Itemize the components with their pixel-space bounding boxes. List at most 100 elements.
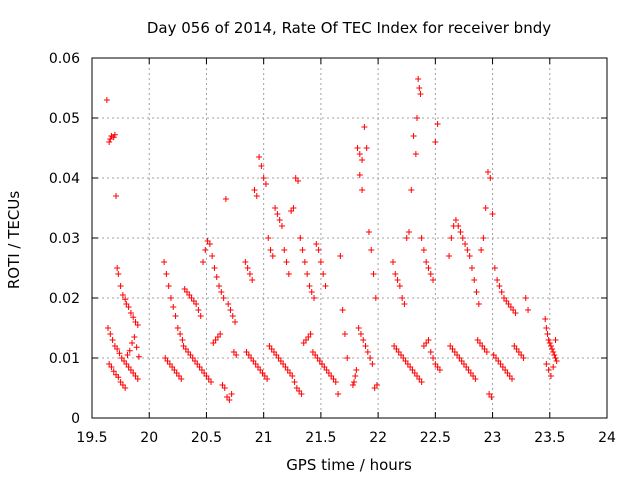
scatter-point [267,247,274,253]
scatter-point [290,205,297,211]
points-layer [103,76,560,403]
scatter-point [262,181,269,187]
scatter-point [172,313,179,319]
scatter-point [370,271,377,277]
scatter-point [471,277,478,283]
scatter-point [307,331,314,337]
scatter-point [394,277,401,283]
scatter-point [322,283,329,289]
scatter-point [170,304,177,310]
scatter-point [401,301,408,307]
scatter-point [457,229,464,235]
scatter-point [335,391,342,397]
scatter-point [222,196,229,202]
scatter-point [111,131,118,138]
scatter-point [362,343,369,349]
scatter-point [361,124,368,130]
scatter-point [349,382,356,388]
scatter-point [459,235,466,241]
scatter-point [352,373,359,379]
scatter-point [161,259,168,265]
scatter-point [542,316,549,322]
scatter-point [109,337,116,343]
scatter-point [389,259,396,265]
scatter-point [525,307,532,313]
scatter-point [482,205,489,211]
scatter-point [165,283,172,289]
scatter-point [107,136,114,142]
scatter-point [356,151,363,157]
scatter-point [269,253,276,259]
scatter-point [225,301,232,307]
scatter-point [193,301,200,307]
scatter-point [436,367,443,373]
scatter-point [396,283,403,289]
scatter-point [311,295,318,301]
scatter-point [108,364,115,370]
scatter-point [550,364,557,370]
x-tick-label: 23 [484,430,502,446]
scatter-point [549,346,556,352]
scatter-point [392,271,399,277]
scatter-point [113,193,120,199]
scatter-point [264,376,271,382]
scatter-point [489,211,496,217]
x-tick-label: 19.5 [76,430,107,446]
scatter-point [544,331,551,337]
scatter-point [298,391,305,397]
x-tick-label: 21.5 [305,430,336,446]
scatter-point [127,310,134,316]
scatter-point [466,253,473,259]
scatter-point [520,355,527,361]
scatter-point [423,259,430,265]
scatter-point [415,76,422,82]
scatter-point [455,223,462,229]
scatter-point [552,355,559,361]
scatter-point [272,205,279,211]
scatter-point [107,331,114,337]
scatter-point [289,373,296,379]
scatter-point [417,91,424,97]
scatter-point [308,289,315,295]
scatter-point [480,235,487,241]
axes-layer [91,57,608,419]
scatter-point [208,379,215,385]
scatter-point [244,265,251,271]
scatter-point [483,349,490,355]
scatter-point [211,265,218,271]
scatter-point [432,139,439,145]
scatter-point [227,307,234,313]
scatter-point [552,337,559,343]
scatter-point [315,247,322,253]
scatter-point [130,314,137,321]
scatter-point [546,340,553,346]
x-tick-label: 22.5 [420,430,451,446]
scatter-point [472,376,479,382]
scatter-point [285,271,292,277]
scatter-point [232,319,239,325]
plot-frame [91,57,608,419]
x-tick-label: 20.5 [191,430,222,446]
x-tick-label: 20 [140,430,158,446]
scatter-point [543,361,550,367]
scatter-point [491,265,498,271]
scatter-point [339,307,346,313]
scatter-point [359,157,366,163]
scatter-point [427,271,434,277]
scatter-point [425,337,432,343]
scatter-point [365,229,372,235]
scatter-point [320,271,327,277]
scatter-point [420,247,427,253]
scatter-point [448,235,455,241]
scatter-point [274,211,281,217]
scatter-point [464,247,471,253]
scatter-point [484,169,491,175]
x-tick-label: 24 [598,430,616,446]
scatter-point [351,379,358,385]
scatter-point [473,289,480,295]
scatter-point [430,355,437,361]
scatter-point [410,133,417,139]
scatter-point [242,259,249,265]
y-axis-title: ROTI / TECUs [5,191,23,289]
